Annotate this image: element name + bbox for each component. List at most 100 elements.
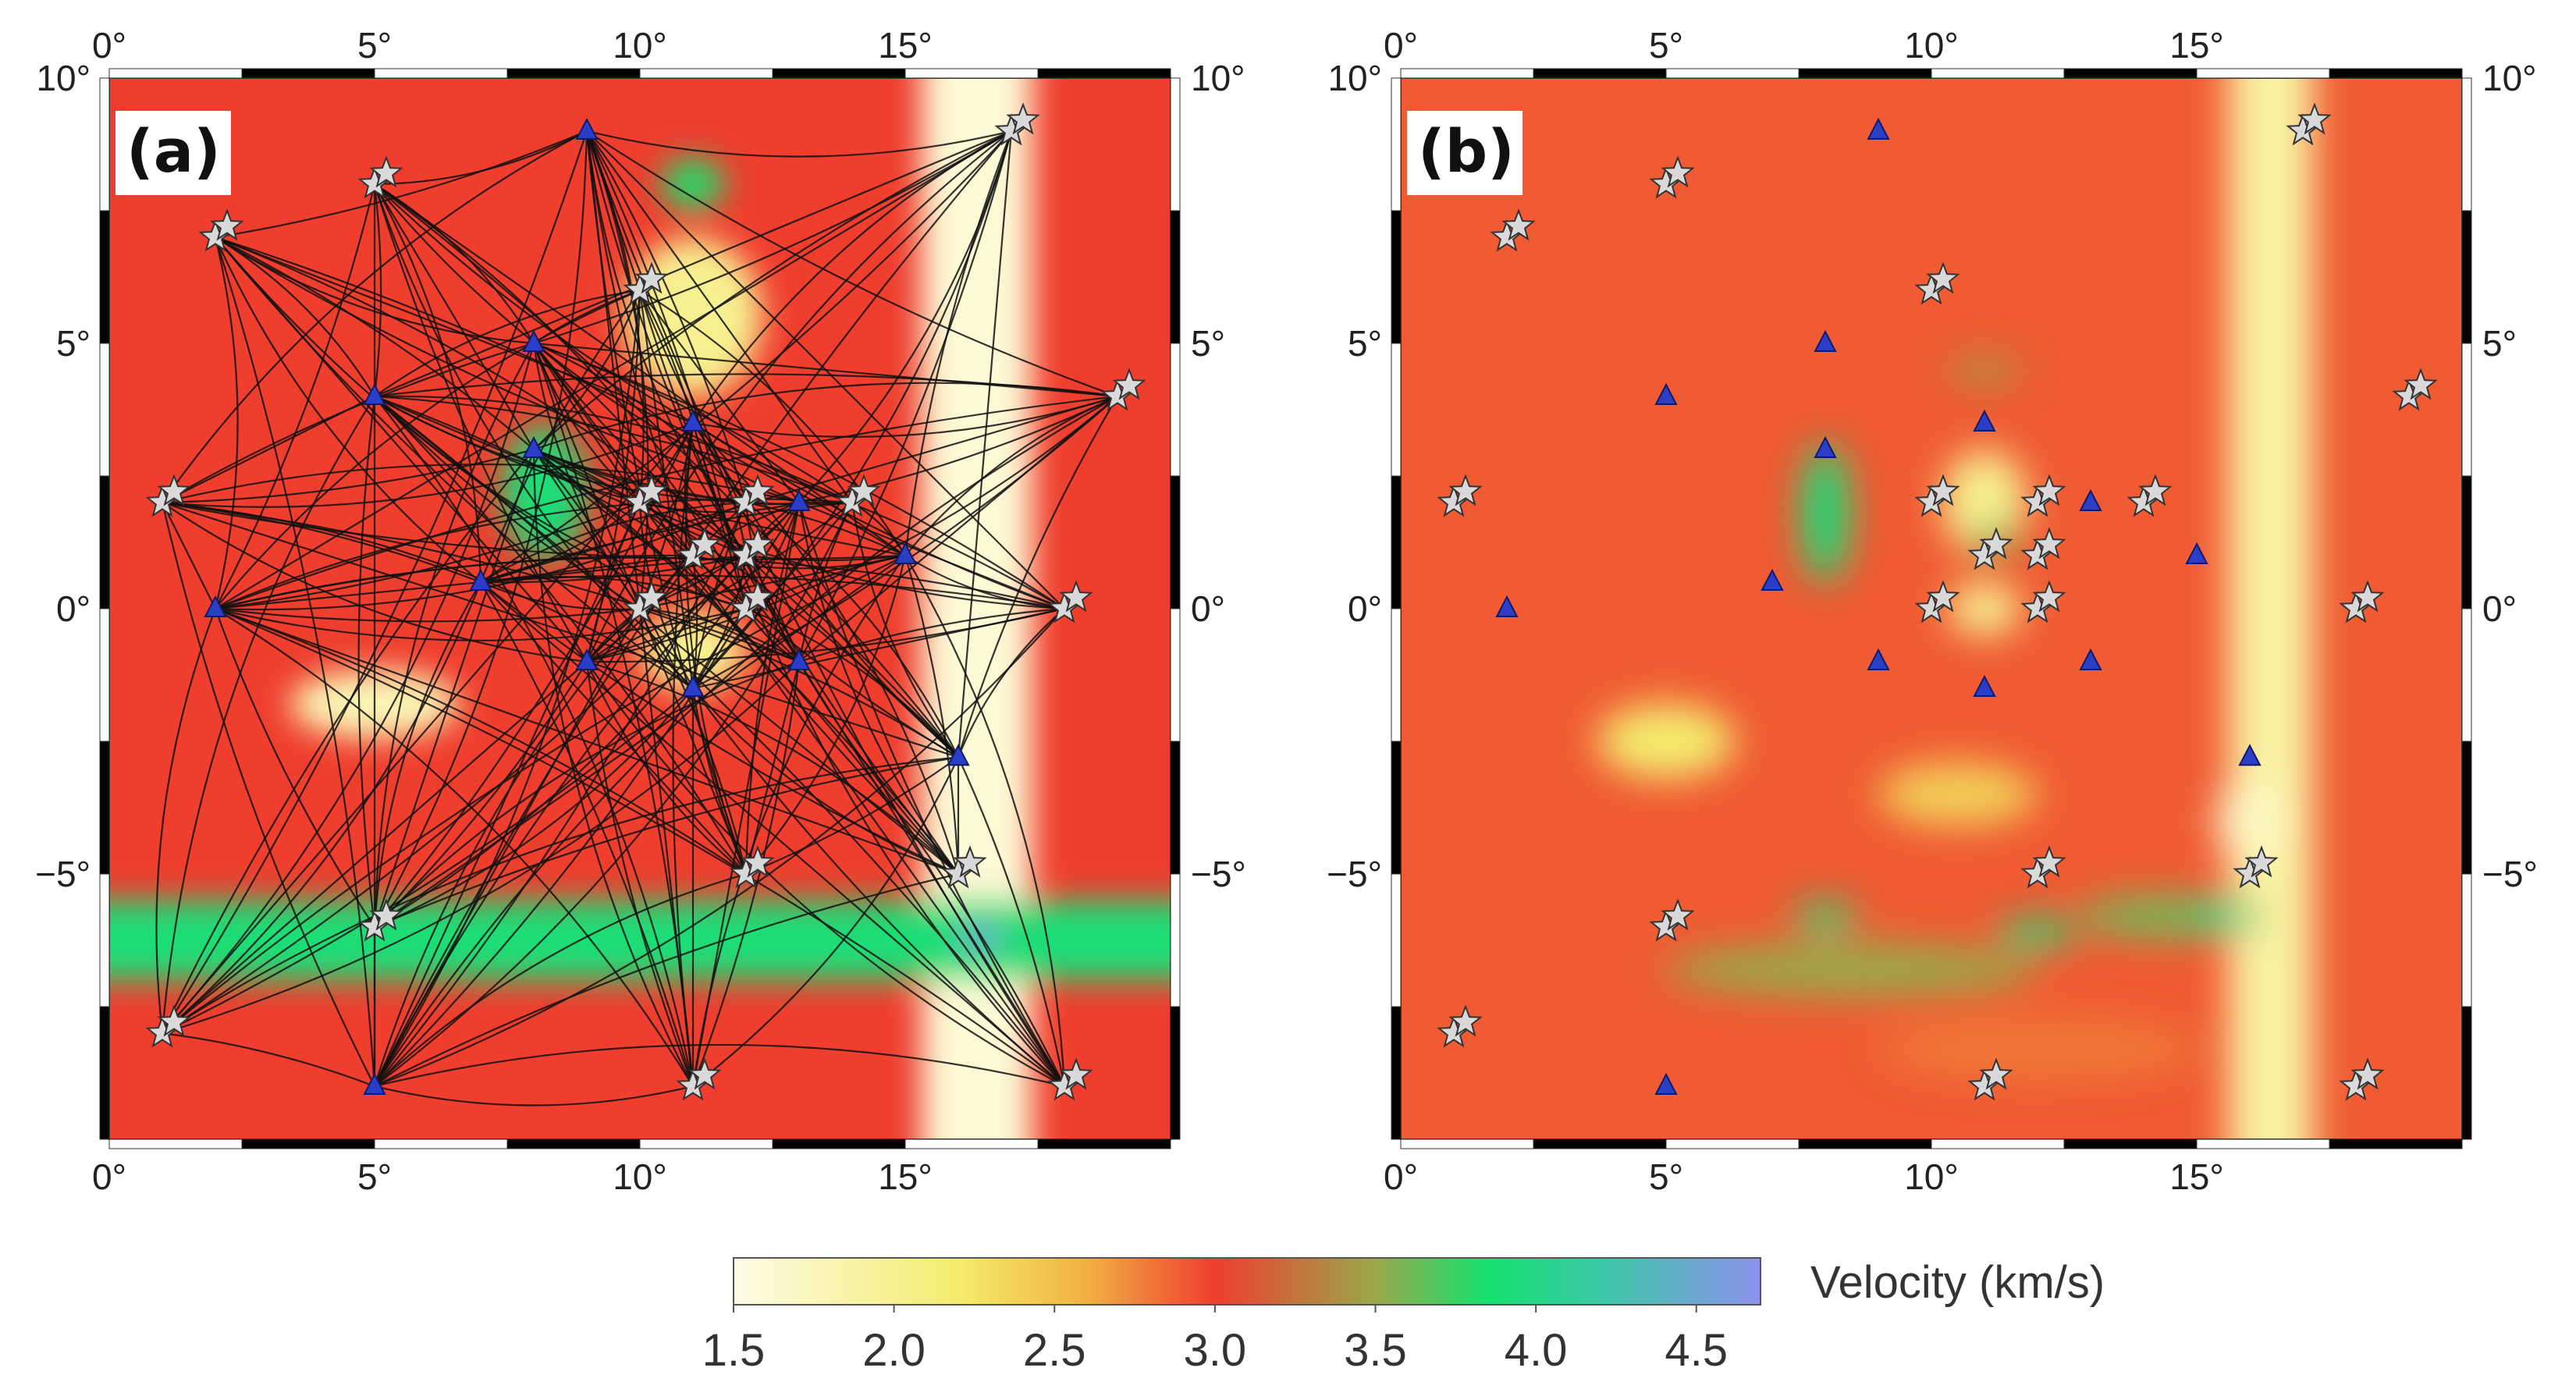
ray-path xyxy=(162,1032,375,1088)
ray-path xyxy=(374,396,641,609)
source-marker xyxy=(741,580,775,613)
ray-path xyxy=(586,502,853,663)
station-marker xyxy=(363,382,386,405)
ray-path xyxy=(374,396,747,875)
frame-segment xyxy=(772,1139,906,1149)
frame-segment xyxy=(1170,873,1181,1007)
ray-path xyxy=(639,502,959,758)
ray-path xyxy=(162,502,216,609)
ray-path xyxy=(214,236,481,583)
frame-segment xyxy=(1533,1139,1667,1149)
frame-segment xyxy=(1170,741,1181,875)
x-tick-label: 5° xyxy=(1649,25,1683,66)
frame-segment xyxy=(639,68,773,79)
frame-segment xyxy=(1533,68,1667,79)
ray-path xyxy=(798,661,1065,1087)
ray-path xyxy=(533,343,1065,1087)
colorbar-gradient xyxy=(733,1257,1761,1306)
x-tick-label: 15° xyxy=(878,1156,933,1197)
x-tick-label: 10° xyxy=(613,1156,667,1197)
source-marker xyxy=(2032,845,2066,878)
frame-segment xyxy=(1170,210,1181,344)
frame-segment xyxy=(99,77,110,211)
anomaly-blob xyxy=(1801,444,1849,582)
ray-path xyxy=(374,395,1065,609)
anomaly-blob xyxy=(1878,762,2038,826)
ray-path xyxy=(162,448,535,504)
ray-path xyxy=(373,183,382,397)
ray-path xyxy=(586,130,1065,609)
ray-path xyxy=(215,236,535,450)
anomaly-blob xyxy=(2197,901,2250,933)
source-marker xyxy=(1006,102,1040,135)
station-marker xyxy=(1654,1072,1678,1095)
frame-segment xyxy=(506,1139,641,1149)
ray-path xyxy=(162,502,588,663)
y-tick-label: 10° xyxy=(1191,58,1245,98)
anomaly-blob xyxy=(1597,704,1736,779)
y-tick-label: 5° xyxy=(1348,323,1382,364)
frame-segment xyxy=(2461,873,2472,1007)
panel-label-box xyxy=(1407,111,1523,195)
ray-path xyxy=(692,395,1118,438)
ray-path xyxy=(215,236,800,504)
ray-path xyxy=(162,130,588,503)
station-marker xyxy=(2238,744,2262,766)
ray-path xyxy=(480,581,959,876)
ray-path xyxy=(692,756,959,1087)
ray-path xyxy=(374,661,588,928)
ray-path xyxy=(374,1085,694,1107)
ray-path xyxy=(374,130,1012,398)
anomaly-blob xyxy=(661,158,725,211)
y-tick-label: 10° xyxy=(2482,58,2537,98)
station-marker xyxy=(1814,329,1837,352)
ray-path xyxy=(744,502,801,875)
source-marker xyxy=(634,474,669,506)
ray-path xyxy=(374,1043,1065,1088)
ray-path xyxy=(374,183,959,758)
station-marker xyxy=(1973,409,1996,432)
source-marker xyxy=(1979,1057,2013,1090)
ray-path xyxy=(745,756,959,876)
ray-path xyxy=(904,555,1066,1087)
y-tick-label: −5° xyxy=(1327,854,1382,894)
ray-path xyxy=(374,756,959,929)
ray-path xyxy=(215,607,1065,1087)
ray-path xyxy=(672,422,695,1087)
ray-path xyxy=(162,343,535,1034)
ray-path xyxy=(957,130,1013,758)
station-marker xyxy=(681,409,705,432)
station-marker xyxy=(1867,117,1890,140)
source-marker xyxy=(634,580,669,613)
station-marker xyxy=(204,595,227,617)
ray-path xyxy=(374,687,694,929)
station-marker xyxy=(1867,648,1890,670)
station-marker xyxy=(1495,595,1519,617)
station-marker xyxy=(787,488,811,511)
frame-segment xyxy=(1037,1139,1171,1149)
y-tick-label: 0° xyxy=(1191,588,1225,629)
ray-path xyxy=(533,382,1118,451)
source-marker xyxy=(688,1057,722,1090)
ray-path xyxy=(692,607,1065,690)
frame-segment xyxy=(1170,77,1181,211)
panel-b: 0° 0° 5° 5° 10° 10° 15° 15° 10° 10° 5° 5° 0° 0° −5° −5°… xyxy=(1327,25,2538,1197)
y-tick-label: 5° xyxy=(1191,323,1225,364)
source-marker xyxy=(210,208,244,241)
anomalies-b xyxy=(1597,78,2314,1139)
ray-path xyxy=(162,661,800,1035)
y-tick-label: −5° xyxy=(1191,854,1246,894)
ray-path xyxy=(692,422,1065,610)
frame-segment xyxy=(1391,741,1402,875)
source-marker xyxy=(1112,368,1146,400)
station-marker xyxy=(2185,542,2208,564)
source-marker xyxy=(1501,208,1536,241)
ray-path xyxy=(215,130,588,239)
frame-segment xyxy=(241,1139,375,1149)
frame-segment xyxy=(1391,475,1402,609)
ray-path xyxy=(374,660,800,928)
frame-segment xyxy=(1391,343,1402,477)
ray-path xyxy=(374,289,641,397)
source-marker xyxy=(1448,474,1483,506)
source-marker xyxy=(1661,898,1695,931)
